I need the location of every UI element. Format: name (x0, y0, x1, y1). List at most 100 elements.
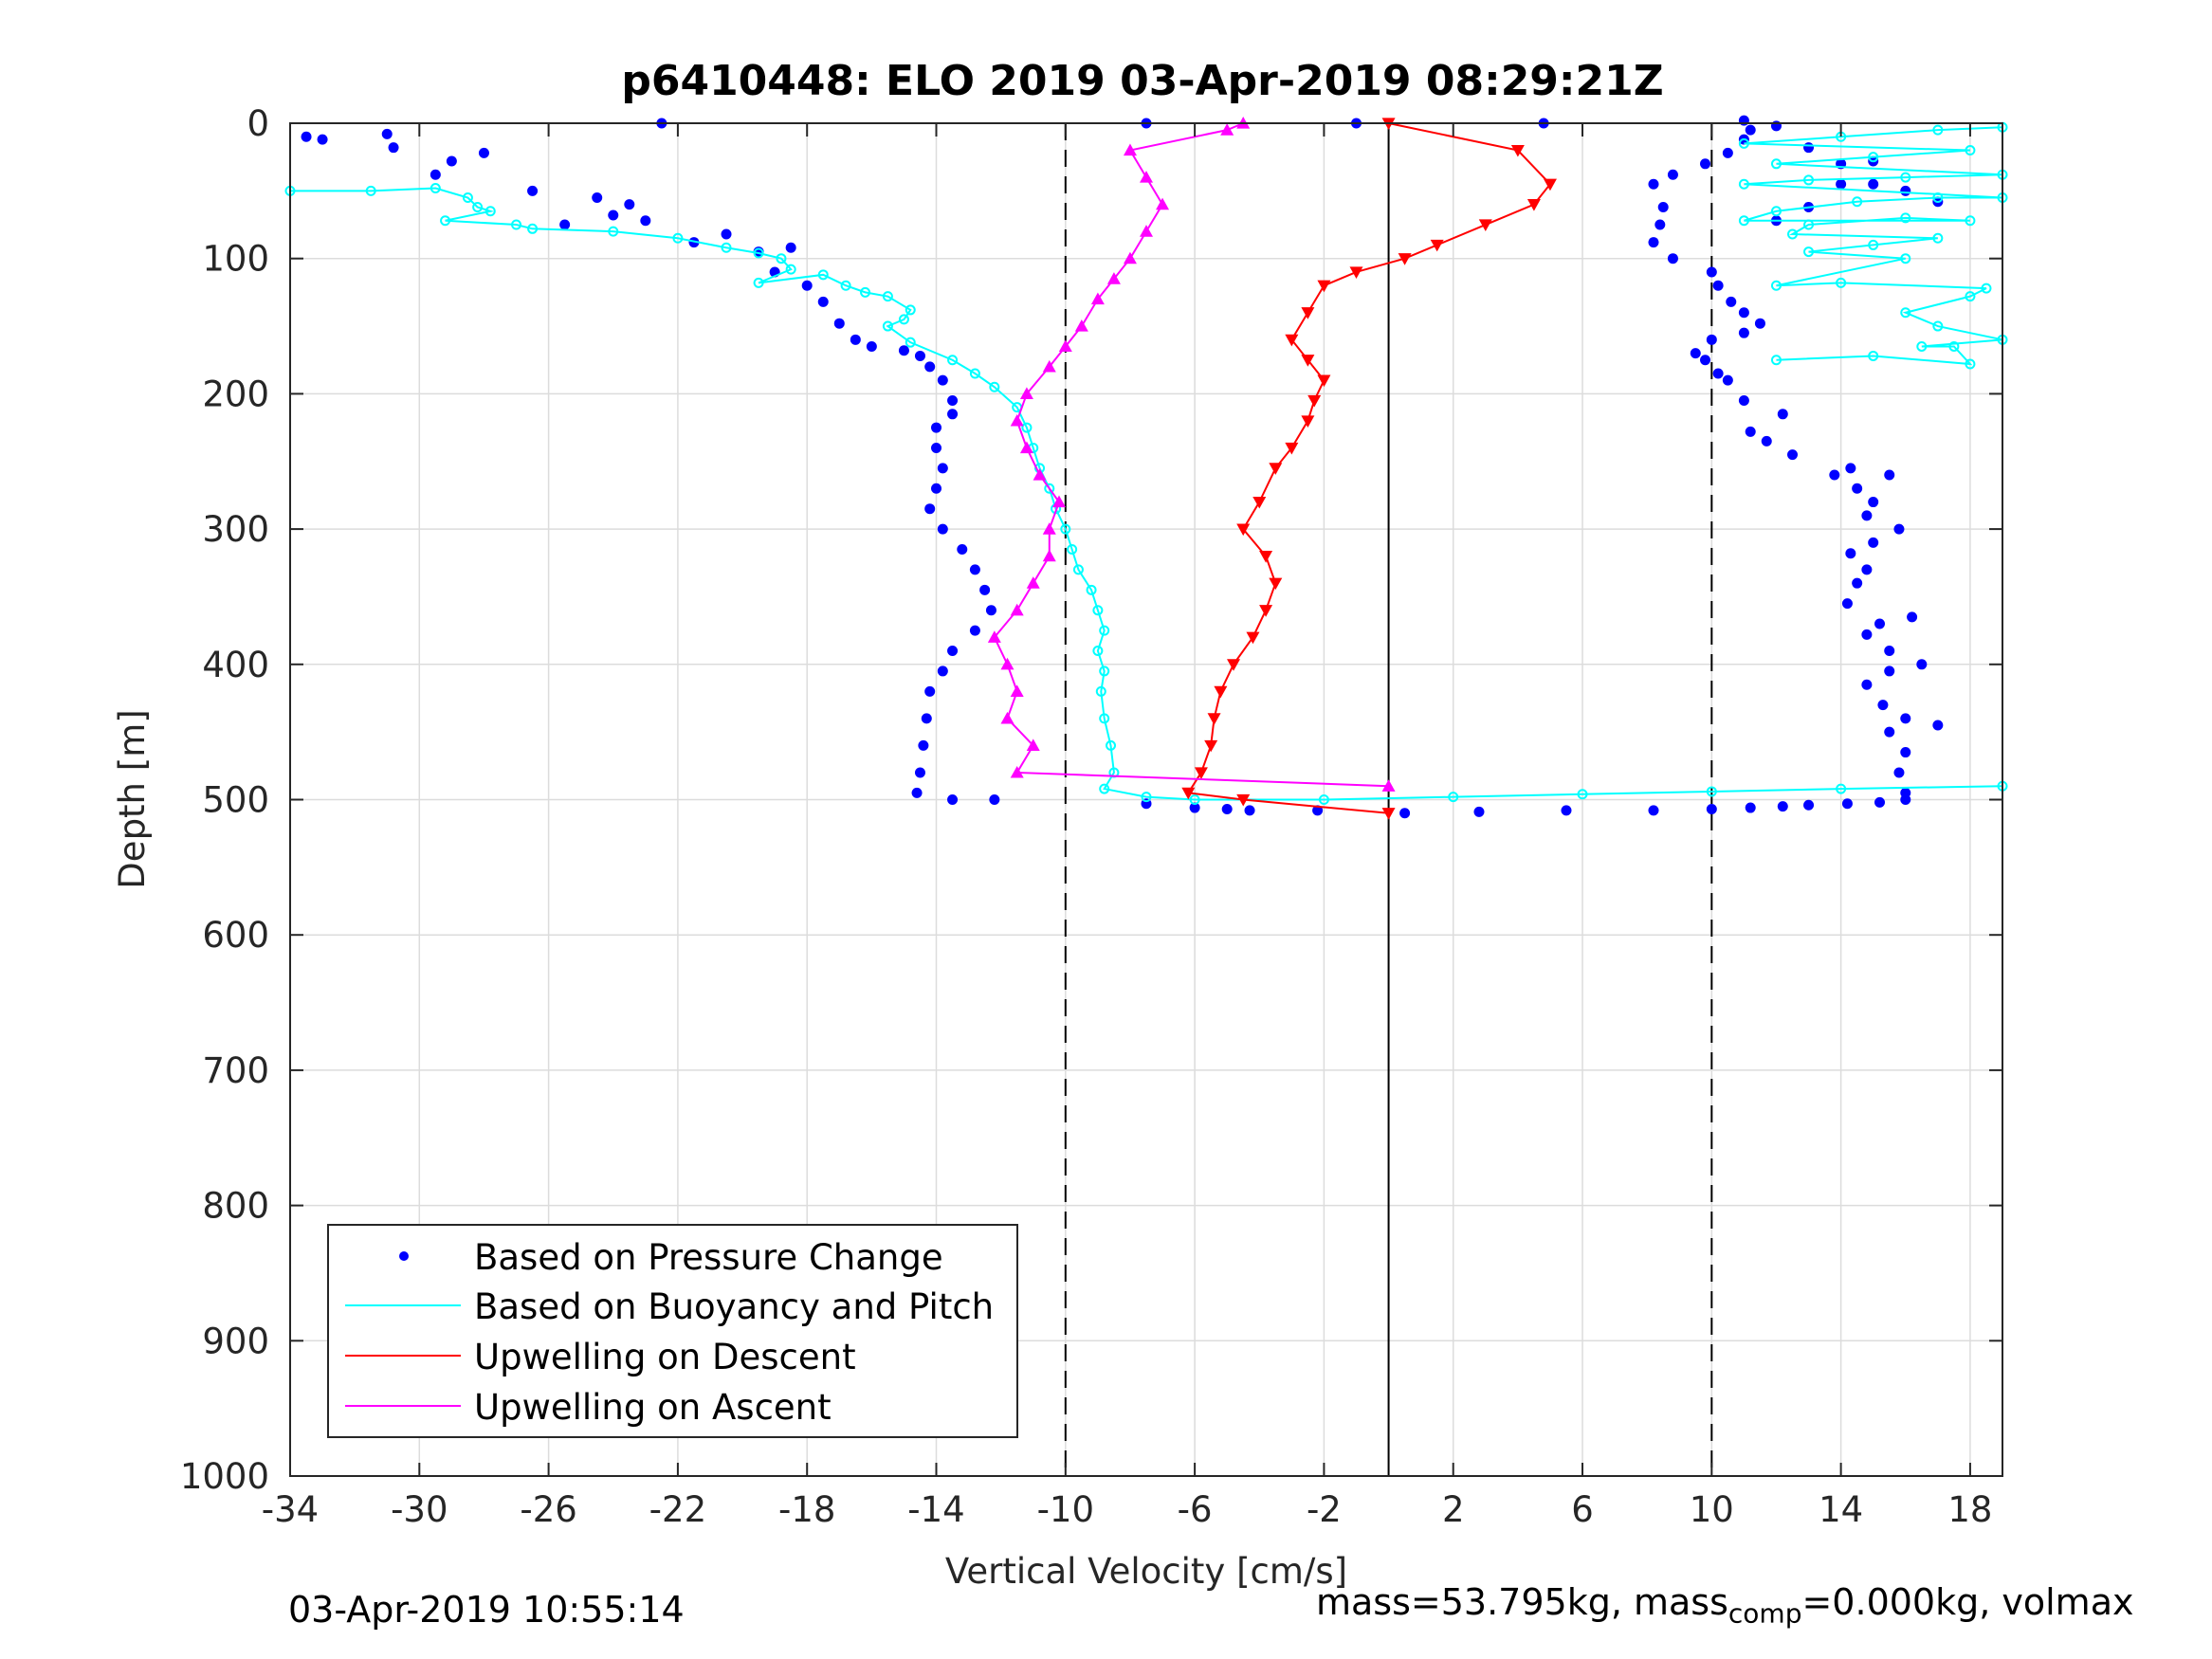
buoyancy-point (1738, 215, 1749, 227)
pressure-point (1877, 700, 1889, 711)
descent-point (1194, 767, 1208, 779)
descent-point (1181, 787, 1196, 800)
buoyancy-point (672, 232, 684, 244)
descent-point (1301, 307, 1315, 319)
pressure-point (931, 442, 942, 453)
legend: Based on Pressure Change Based on Buoyan… (327, 1224, 1018, 1438)
pressure-point (1861, 510, 1873, 521)
pressure-point (559, 219, 571, 230)
pressure-point (592, 191, 603, 203)
descent-point (1430, 239, 1444, 252)
x-tick-label: -30 (391, 1489, 448, 1530)
ascent-point (1090, 292, 1105, 305)
buoyancy-point (1448, 792, 1459, 803)
pressure-point (1907, 611, 1918, 623)
pressure-point (1473, 806, 1485, 817)
legend-label-descent: Upwelling on Descent (474, 1337, 856, 1377)
x-tick-label: 14 (1819, 1489, 1863, 1530)
buoyancy-point (776, 253, 787, 264)
buoyancy-point (1770, 158, 1782, 170)
ascent-point (1220, 123, 1234, 136)
buoyancy-point (1099, 713, 1110, 724)
buoyancy-point (1868, 152, 1879, 163)
x-tick-label: -2 (1307, 1489, 1342, 1530)
buoyancy-point (905, 304, 916, 316)
pressure-point (301, 131, 312, 142)
x-tick-label: 6 (1571, 1489, 1594, 1530)
buoyancy-point (898, 314, 909, 325)
buoyancy-line (290, 187, 2003, 801)
ascent-point (1123, 251, 1137, 264)
descent-point (1526, 199, 1541, 211)
x-tick-label: -14 (907, 1489, 964, 1530)
pressure-point (1787, 449, 1799, 461)
ascent-point (1026, 576, 1040, 589)
legend-label-pressure: Based on Pressure Change (474, 1237, 943, 1278)
descent-point (1317, 374, 1331, 388)
pressure-point (921, 713, 932, 724)
buoyancy-point (1932, 124, 1944, 136)
buoyancy-point (1095, 685, 1106, 697)
pressure-point (1900, 747, 1911, 758)
pressure-point (1861, 629, 1873, 640)
y-tick-label: 0 (247, 103, 269, 144)
buoyancy-point (1965, 358, 1976, 370)
x-tick-label: 10 (1690, 1489, 1734, 1530)
pressure-point (947, 794, 959, 805)
pressure-point (914, 350, 925, 361)
pressure-point (721, 228, 732, 240)
ascent-point (1381, 779, 1396, 792)
pressure-point (1761, 435, 1772, 447)
ascent-point (1010, 684, 1024, 697)
x-tick-label: -26 (520, 1489, 576, 1530)
ascent-point (1042, 522, 1056, 535)
pressure-point (1841, 598, 1853, 610)
y-tick-label: 1000 (180, 1456, 269, 1497)
pressure-point (1712, 368, 1724, 379)
buoyancy-point (1981, 283, 1992, 294)
chart-title: p6410448: ELO 2019 03-Apr-2019 08:29:21Z (621, 57, 1663, 105)
pressure-point (1648, 805, 1659, 816)
pressure-point (1884, 665, 1895, 677)
legend-label-ascent: Upwelling on Ascent (474, 1387, 832, 1428)
series-0 (301, 115, 1944, 819)
pressure-point (924, 685, 936, 697)
descent-point (1478, 219, 1492, 232)
pressure-point (1667, 253, 1678, 264)
y-tick-label: 900 (202, 1321, 269, 1361)
descent-point (1246, 631, 1260, 645)
pressure-point (931, 422, 942, 433)
pressure-point (969, 625, 980, 636)
pressure-point (1900, 185, 1911, 196)
pressure-point (1700, 158, 1711, 170)
pressure-point (1845, 463, 1856, 474)
pressure-point (1884, 469, 1895, 481)
pressure-point (1868, 537, 1879, 548)
buoyancy-point (1803, 174, 1815, 186)
buoyancy-point (840, 280, 851, 291)
pressure-point (1777, 801, 1788, 812)
pressure-point (1648, 237, 1659, 248)
buoyancy-point (1852, 196, 1863, 208)
buoyancy-point (1932, 232, 1944, 244)
buoyancy-point (785, 264, 796, 275)
pressure-point (1706, 266, 1717, 278)
buoyancy-point (1965, 215, 1976, 227)
pressure-point (898, 345, 909, 356)
pressure-point (947, 409, 959, 420)
pressure-point (1745, 124, 1756, 136)
buoyancy-point (365, 185, 376, 196)
pressure-point (937, 523, 948, 535)
pressure-point (1722, 147, 1733, 158)
ascent-point (1106, 272, 1121, 284)
buoyancy-point (1770, 355, 1782, 366)
descent-point (1307, 394, 1322, 408)
buoyancy-point (1803, 219, 1815, 230)
footer-mass-info: mass=53.795kg, masscomp=0.000kg, volmax (1316, 1581, 2133, 1630)
pressure-point (918, 739, 929, 751)
y-axis-label: Depth [m] (112, 709, 153, 888)
pressure-point (957, 544, 968, 556)
buoyancy-point (1189, 794, 1200, 805)
pressure-point (1221, 803, 1233, 814)
buoyancy-point (1318, 794, 1329, 805)
